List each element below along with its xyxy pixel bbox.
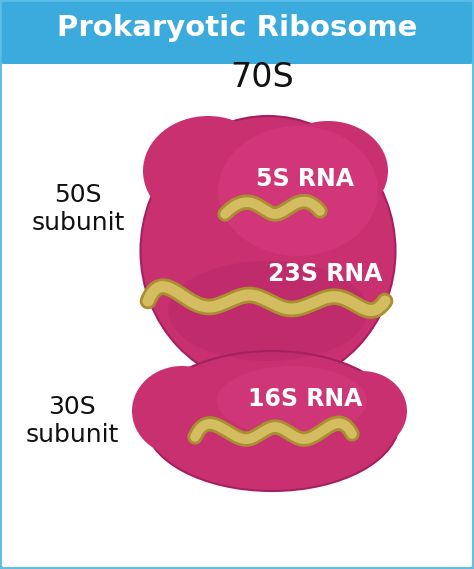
Ellipse shape bbox=[217, 366, 367, 436]
FancyBboxPatch shape bbox=[0, 0, 474, 64]
Ellipse shape bbox=[218, 126, 378, 256]
Ellipse shape bbox=[132, 366, 232, 456]
Text: 23S RNA: 23S RNA bbox=[268, 262, 382, 286]
Ellipse shape bbox=[140, 116, 395, 386]
Ellipse shape bbox=[145, 351, 400, 491]
Ellipse shape bbox=[143, 116, 273, 226]
Ellipse shape bbox=[168, 261, 368, 361]
Text: 5S RNA: 5S RNA bbox=[256, 167, 354, 191]
Text: 30S
subunit: 30S subunit bbox=[25, 395, 118, 447]
Bar bbox=[4, 0, 470, 51]
Text: 16S RNA: 16S RNA bbox=[248, 387, 362, 411]
Text: Prokaryotic Ribosome: Prokaryotic Ribosome bbox=[57, 14, 417, 42]
Ellipse shape bbox=[317, 371, 407, 451]
Ellipse shape bbox=[268, 121, 388, 221]
Text: 50S
subunit: 50S subunit bbox=[31, 183, 125, 235]
Text: 70S: 70S bbox=[230, 60, 294, 93]
